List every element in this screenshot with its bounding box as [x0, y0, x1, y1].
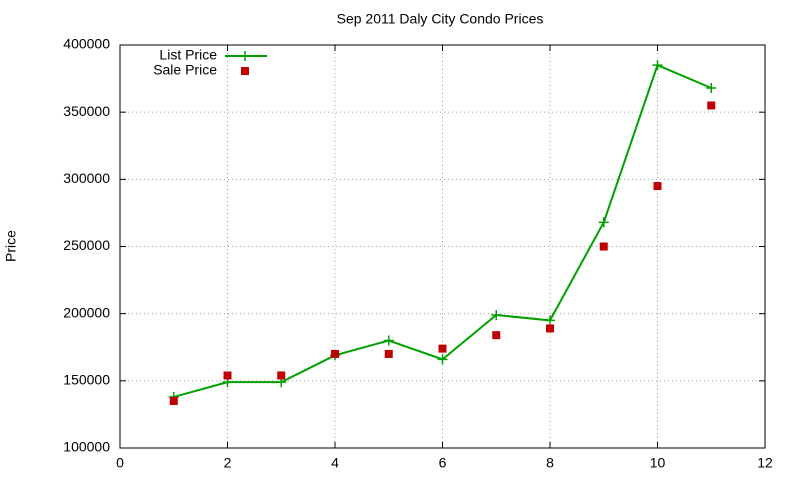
x-tick-label: 2: [224, 455, 232, 471]
y-tick-label: 400000: [63, 36, 110, 52]
legend-swatch: [240, 51, 250, 61]
point: [491, 310, 502, 321]
point: [437, 354, 448, 365]
legend-label: List Price: [159, 47, 217, 63]
y-tick-label: 200000: [63, 304, 110, 320]
x-tick-label: 12: [757, 455, 773, 471]
point: [545, 315, 555, 326]
point: [707, 101, 716, 110]
point: [652, 60, 663, 71]
point: [492, 331, 501, 340]
point: [653, 182, 662, 191]
point: [384, 349, 393, 358]
y-tick-label: 150000: [63, 372, 110, 388]
x-tick-label: 10: [650, 455, 666, 471]
x-tick-label: 6: [439, 455, 447, 471]
point: [546, 324, 554, 333]
point: [223, 371, 232, 380]
point: [169, 396, 178, 405]
y-tick-label: 350000: [63, 103, 110, 119]
chart-title: Sep 2011 Daly City Condo Prices: [337, 11, 544, 27]
point: [599, 242, 608, 251]
legend-swatch: [241, 67, 249, 75]
y-tick-label: 100000: [63, 439, 110, 455]
x-tick-label: 0: [116, 455, 124, 471]
legend-label: Sale Price: [153, 62, 217, 78]
plot-border: [119, 44, 766, 449]
point: [331, 349, 339, 358]
point: [277, 371, 286, 380]
point: [438, 344, 447, 353]
x-tick-label: 8: [546, 455, 554, 471]
point: [706, 82, 717, 93]
point: [598, 217, 609, 228]
y-tick-label: 300000: [63, 170, 110, 186]
y-axis-label: Price: [3, 230, 19, 262]
point: [383, 335, 394, 346]
x-tick-label: 4: [331, 455, 339, 471]
y-tick-label: 250000: [63, 237, 110, 253]
